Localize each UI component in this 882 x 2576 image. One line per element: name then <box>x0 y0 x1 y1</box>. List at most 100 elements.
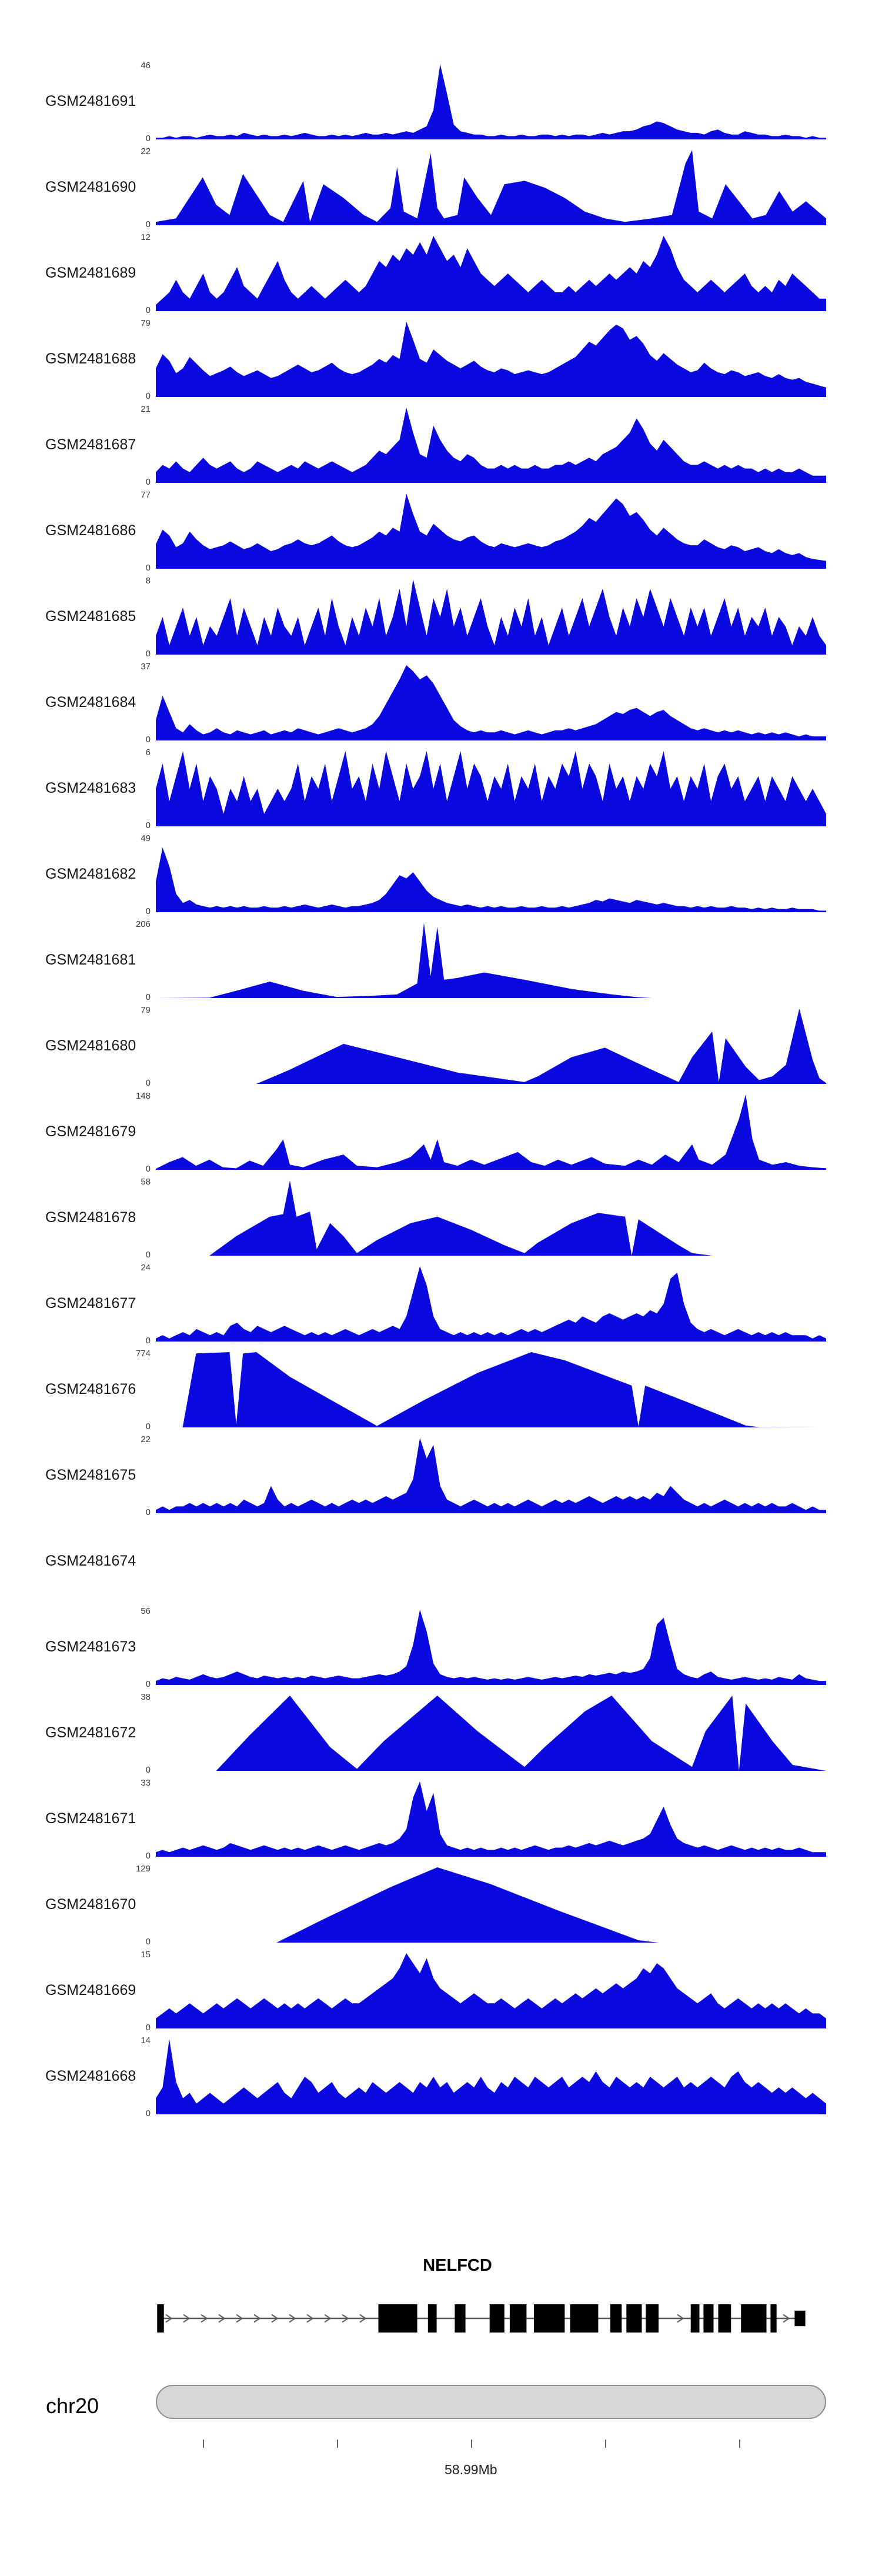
y-axis-zero-label: 0 <box>145 1164 151 1174</box>
intron-arrow-icon <box>289 2314 296 2323</box>
track-label: GSM2481677 <box>45 1295 136 1312</box>
intron-arrow-icon <box>306 2314 314 2323</box>
chromosome-ideogram <box>156 2385 826 2419</box>
intron-arrow-icon <box>677 2314 684 2323</box>
track-label: GSM2481687 <box>45 436 136 453</box>
coverage-area-chart <box>156 1610 826 1685</box>
y-axis-zero-label: 0 <box>145 391 151 401</box>
y-axis-zero-label: 0 <box>145 219 151 229</box>
track-label: GSM2481682 <box>45 866 136 882</box>
y-axis-max-label: 12 <box>141 232 151 242</box>
exon-box <box>509 2304 527 2333</box>
track-label: GSM2481683 <box>45 780 136 796</box>
exon-box <box>427 2304 437 2333</box>
coverage-area-chart <box>156 1009 826 1084</box>
coverage-area-chart <box>156 1352 826 1427</box>
track-label: GSM2481675 <box>45 1467 136 1483</box>
intron-arrow-icon <box>218 2314 226 2323</box>
track-label: GSM2481669 <box>45 1982 136 1998</box>
track-label: GSM2481670 <box>45 1896 136 1913</box>
chromosome-label: chr20 <box>46 2394 99 2418</box>
track-label: GSM2481689 <box>45 265 136 281</box>
exon-box <box>534 2304 565 2333</box>
y-axis-zero-label: 0 <box>145 1765 151 1775</box>
exon-box <box>741 2304 767 2333</box>
axis-tick <box>604 2440 606 2448</box>
coverage-area-chart <box>156 1266 826 1342</box>
coverage-area-chart <box>156 2039 826 2114</box>
intron-arrow-icon <box>271 2314 279 2323</box>
coverage-area-chart <box>156 923 826 998</box>
y-axis-max-label: 79 <box>141 1005 151 1015</box>
y-axis-max-label: 774 <box>135 1349 151 1359</box>
gene-name-label: NELFCD <box>423 2256 492 2275</box>
coverage-area-chart <box>156 847 826 912</box>
y-axis-max-label: 58 <box>141 1177 151 1187</box>
axis-tick <box>336 2440 338 2448</box>
coverage-area-chart <box>156 751 826 826</box>
track-label: GSM2481676 <box>45 1381 136 1397</box>
y-axis-zero-label: 0 <box>145 305 151 315</box>
y-axis-zero-label: 0 <box>145 563 151 573</box>
y-axis-max-label: 22 <box>141 146 151 156</box>
y-axis-max-label: 24 <box>141 1263 151 1273</box>
y-axis-zero-label: 0 <box>145 477 151 487</box>
intron-arrow-icon <box>253 2314 261 2323</box>
intron-arrow-icon <box>165 2314 173 2323</box>
exon-box <box>157 2304 164 2333</box>
exon-box <box>610 2304 622 2333</box>
track-label: GSM2481684 <box>45 694 136 710</box>
coverage-area-chart <box>156 150 826 225</box>
coverage-area-chart <box>156 1867 826 1943</box>
track-label: GSM2481674 <box>45 1553 136 1569</box>
intron-arrow-icon <box>183 2314 191 2323</box>
y-axis-zero-label: 0 <box>145 1937 151 1947</box>
y-axis-max-label: 129 <box>135 1864 151 1874</box>
y-axis-zero-label: 0 <box>145 820 151 830</box>
y-axis-max-label: 6 <box>145 748 151 758</box>
coverage-area-chart <box>156 1180 826 1256</box>
intron-arrow-icon <box>201 2314 208 2323</box>
y-axis-zero-label: 0 <box>145 1422 151 1432</box>
y-axis-zero-label: 0 <box>145 1851 151 1861</box>
axis-tick <box>202 2440 204 2448</box>
gene-model-track <box>157 2304 806 2333</box>
y-axis-max-label: 56 <box>141 1606 151 1616</box>
y-axis-zero-label: 0 <box>145 735 151 745</box>
coverage-area-chart <box>156 236 826 311</box>
intron-arrow-icon <box>324 2314 332 2323</box>
coverage-area-chart <box>156 408 826 483</box>
y-axis-zero-label: 0 <box>145 2023 151 2033</box>
coverage-area-chart <box>156 493 826 569</box>
y-axis-max-label: 77 <box>141 490 151 500</box>
exon-box <box>718 2304 731 2333</box>
track-label: GSM2481679 <box>45 1123 136 1140</box>
axis-tick <box>739 2440 740 2448</box>
y-axis-max-label: 37 <box>141 662 151 672</box>
y-axis-max-label: 22 <box>141 1434 151 1444</box>
y-axis-zero-label: 0 <box>145 2108 151 2118</box>
y-axis-zero-label: 0 <box>145 1336 151 1346</box>
exon-box <box>794 2310 806 2327</box>
y-axis-zero-label: 0 <box>145 1078 151 1088</box>
coverage-area-chart <box>156 1438 826 1513</box>
y-axis-max-label: 79 <box>141 318 151 328</box>
axis-position-label: 58.99Mb <box>445 2462 497 2477</box>
track-label: GSM2481690 <box>45 179 136 195</box>
exon-box <box>570 2304 599 2333</box>
coverage-area-chart <box>156 64 826 139</box>
intron-arrow-icon <box>783 2314 790 2323</box>
y-axis-max-label: 148 <box>135 1091 151 1101</box>
exon-box <box>646 2304 659 2333</box>
coverage-area-chart <box>156 1696 826 1771</box>
intron-arrow-icon <box>359 2314 367 2323</box>
y-axis-zero-label: 0 <box>145 992 151 1002</box>
exon-box <box>455 2304 466 2333</box>
y-axis-max-label: 206 <box>135 919 151 929</box>
exon-box <box>489 2304 505 2333</box>
y-axis-zero-label: 0 <box>145 1250 151 1260</box>
exon-box <box>378 2304 417 2333</box>
exon-box <box>626 2304 642 2333</box>
y-axis-zero-label: 0 <box>145 906 151 916</box>
